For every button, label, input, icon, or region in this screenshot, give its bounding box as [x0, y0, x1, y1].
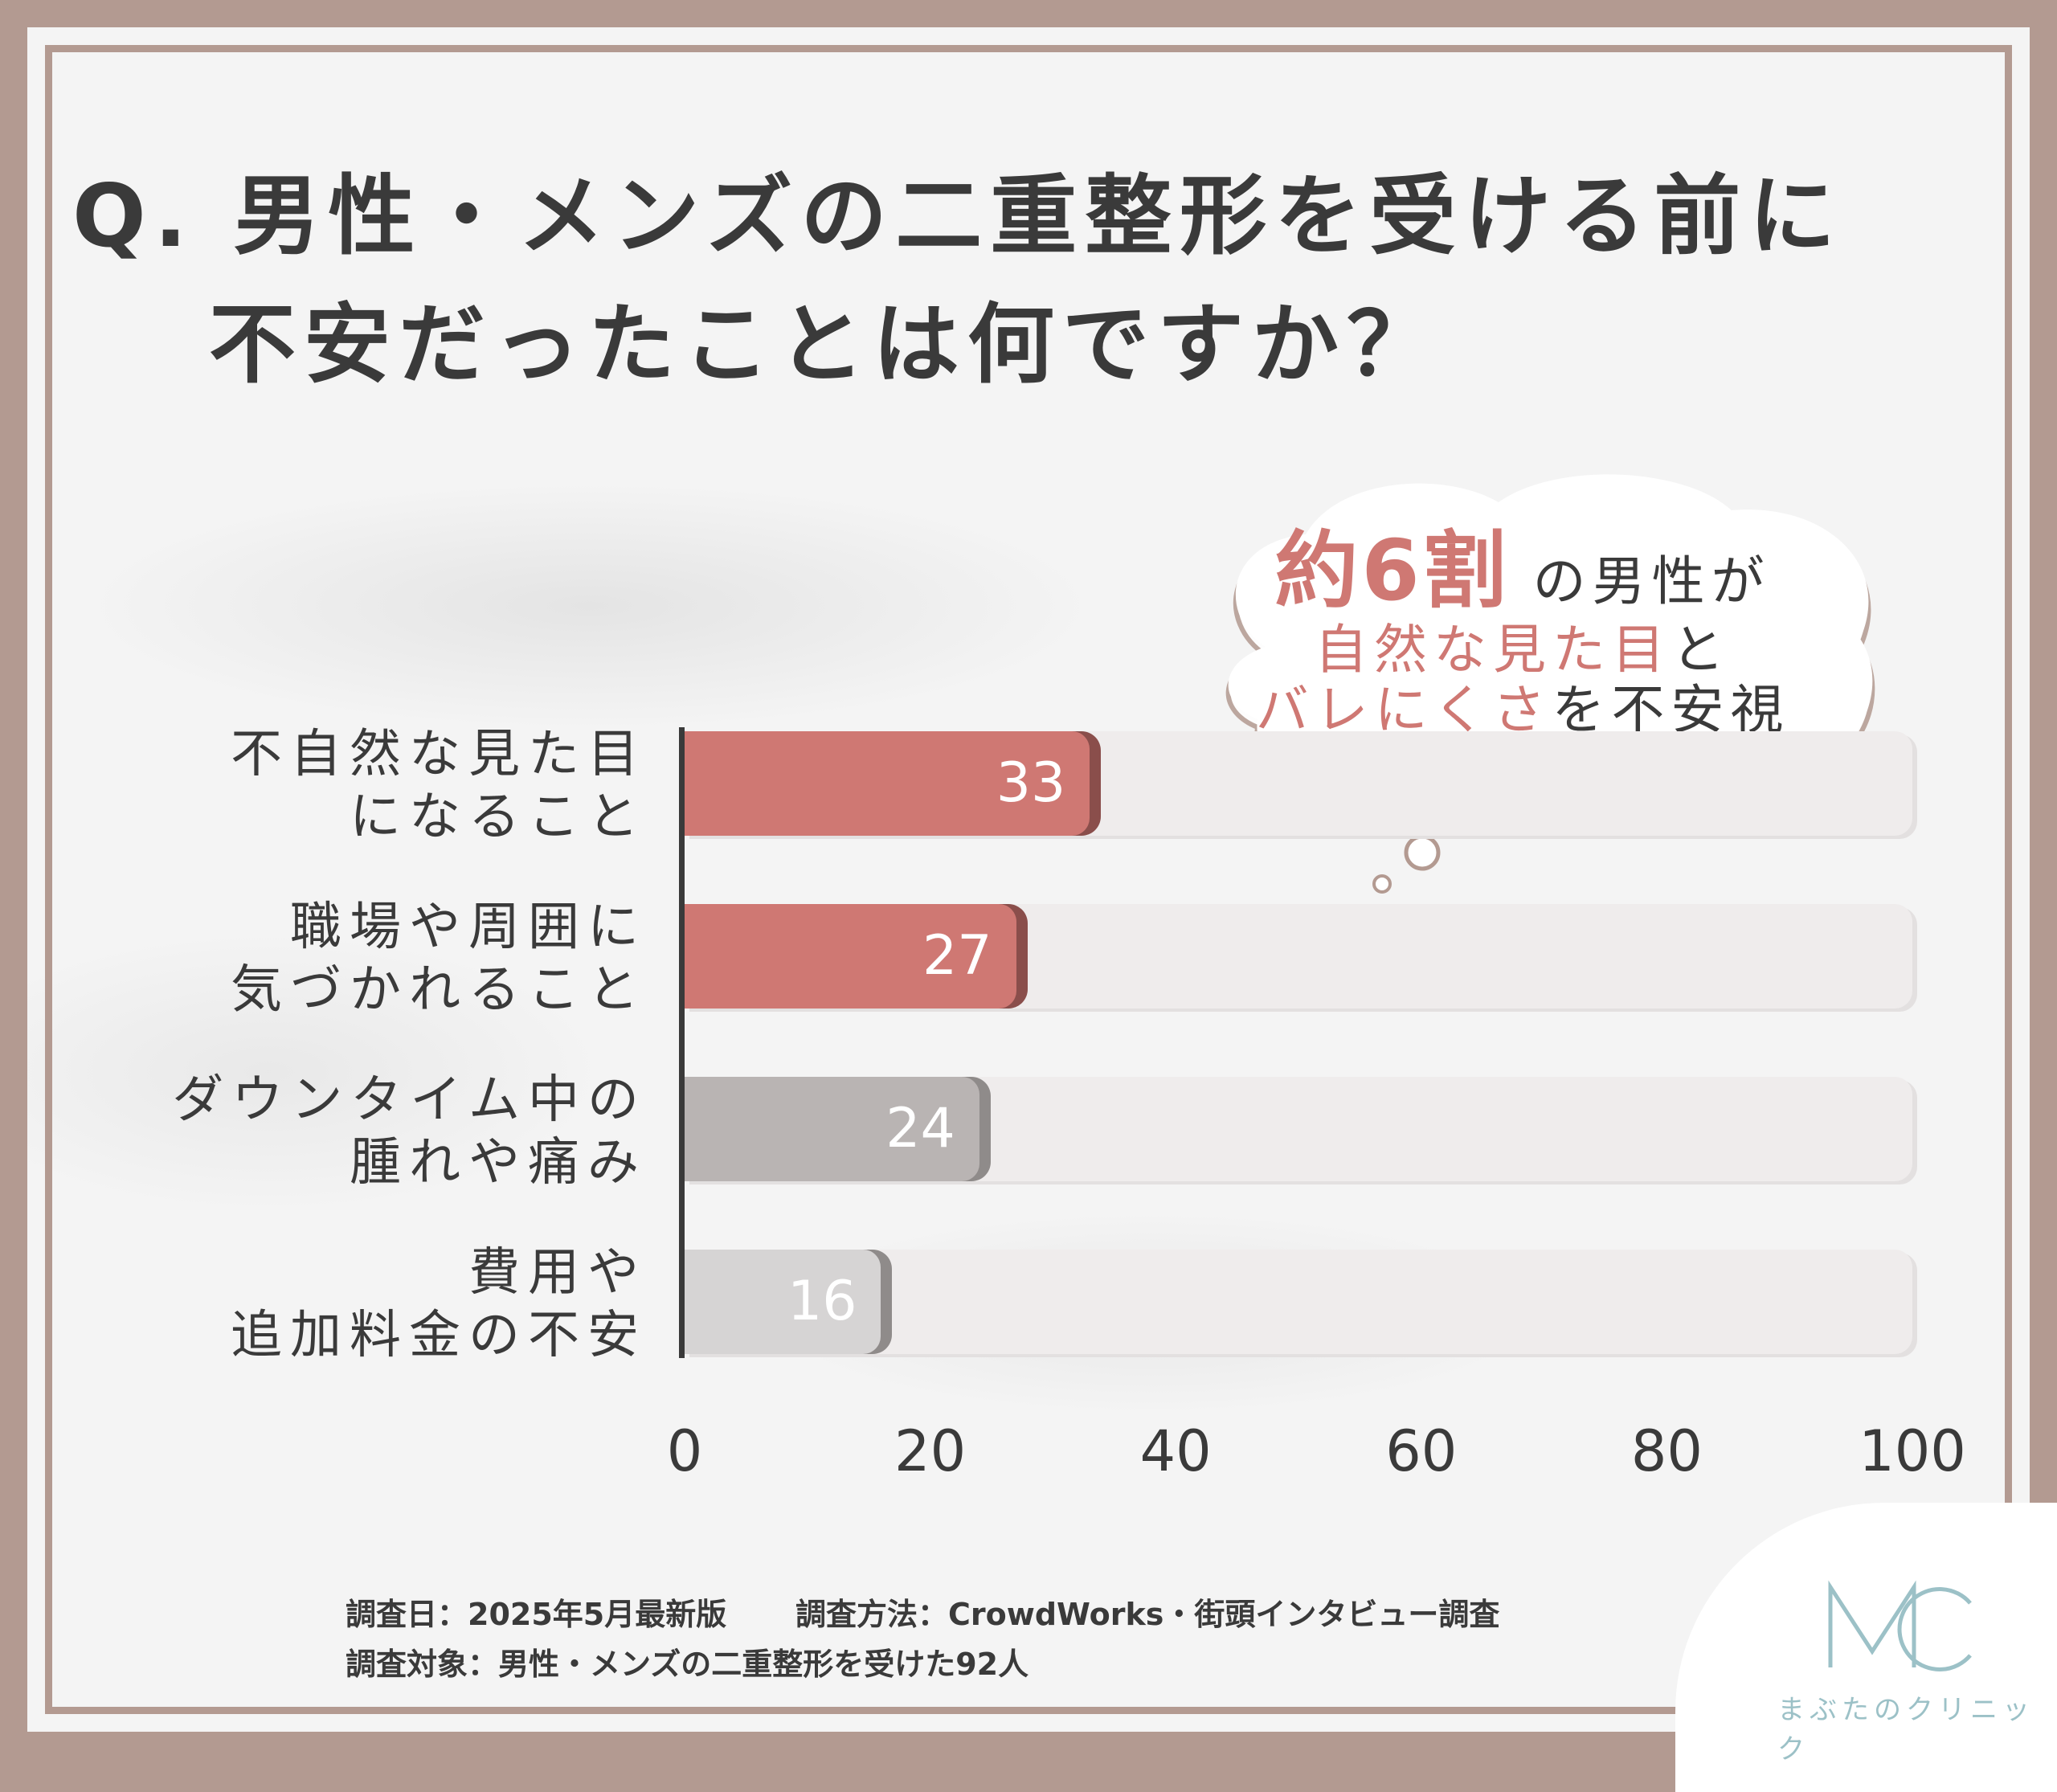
title-line-1: Q. 男性・メンズの二重整形を受ける前に [72, 166, 1844, 267]
bar-value-label: 16 [787, 1270, 857, 1333]
title-line-2: 不安だったことは何ですか？ [209, 295, 1442, 395]
survey-target: 調査対象：男性・メンズの二重整形を受けた92人 [346, 1647, 1029, 1682]
survey-date: 調査日：2025年5月最新版 [346, 1597, 727, 1632]
callout-line-3: バレにくさを不安視 [1189, 667, 1856, 744]
x-tick-label: 40 [1139, 1418, 1212, 1484]
bar-value-label: 27 [922, 924, 992, 988]
x-tick-label: 0 [666, 1418, 703, 1484]
bar [685, 904, 1016, 1009]
y-axis-line [679, 727, 685, 1358]
x-tick-label: 20 [894, 1418, 967, 1484]
callout-highlight: 約6割 [1274, 522, 1510, 620]
x-tick-label: 60 [1385, 1418, 1458, 1484]
card-background [27, 27, 2030, 1732]
category-label: 職場や周囲に 気づかれること [231, 898, 647, 1020]
clinic-name: まぶたのクリニック [1777, 1694, 2035, 1765]
survey-method: 調査方法：CrowdWorks・街頭インタビュー調査 [795, 1597, 1500, 1632]
bar [685, 1077, 979, 1181]
callout-line-1: 約6割 の男性が [1189, 502, 1856, 624]
x-tick-label: 80 [1630, 1418, 1703, 1484]
bubble-dot-small [1372, 874, 1392, 894]
callout-line1-rest: の男性が [1532, 550, 1771, 612]
callout-line2-rest: と [1671, 619, 1731, 681]
callout-line-2: 自然な見た目と [1189, 607, 1856, 684]
category-label: 費用や 追加料金の不安 [231, 1243, 647, 1365]
callout-line3-accent: バレにくさ [1255, 679, 1552, 741]
bar-value-label: 24 [885, 1097, 955, 1160]
bar [685, 731, 1090, 836]
bubble-dot-large [1404, 834, 1441, 871]
bar-value-label: 33 [996, 751, 1066, 815]
category-label: 不自然な見た目 になること [231, 725, 647, 847]
category-label: ダウンタイム中の 腫れや痛み [172, 1070, 647, 1193]
clinic-logo-mark [1828, 1580, 1972, 1671]
inner-frame [45, 45, 2012, 1714]
x-tick-label: 100 [1859, 1418, 1966, 1484]
callout-line3-rest: を不安視 [1552, 679, 1790, 741]
bar [685, 1250, 881, 1354]
question-title: Q. 男性・メンズの二重整形を受ける前に 不安だったことは何ですか？ [72, 153, 1969, 410]
infographic-card [27, 27, 2030, 1732]
callout-line2-accent: 自然な見た目 [1315, 619, 1671, 681]
